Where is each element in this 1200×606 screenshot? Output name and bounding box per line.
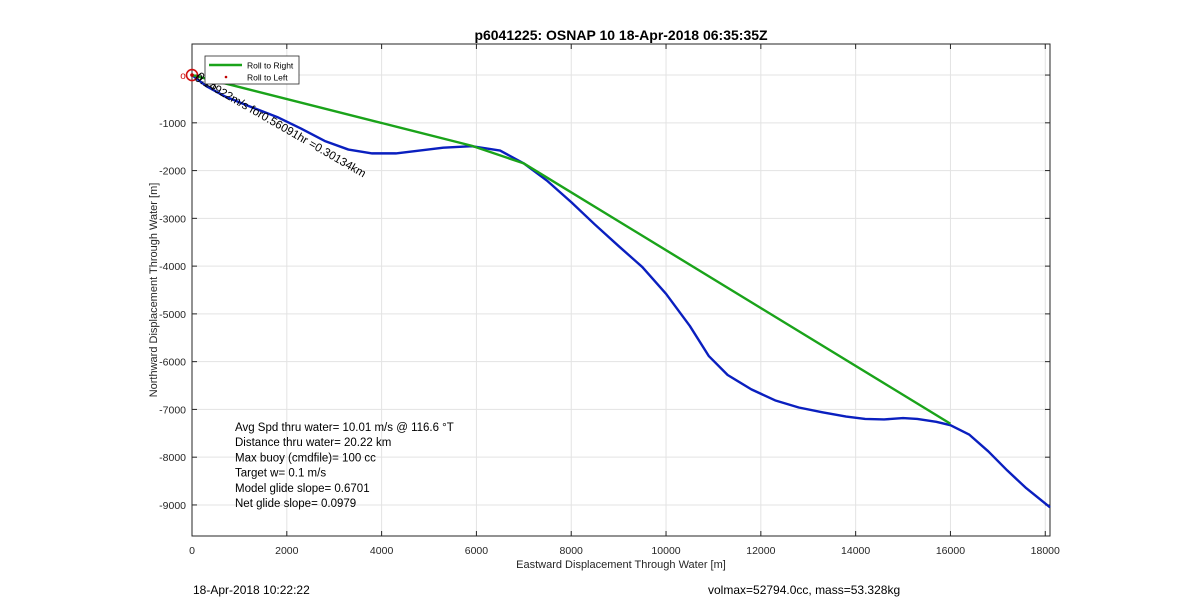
x-tick-label: 2000 xyxy=(275,545,299,557)
y-tick-label: -9000 xyxy=(159,500,186,512)
footer-volmax-mass: volmax=52794.0cc, mass=53.328kg xyxy=(708,583,901,597)
axis-ticks: 0 2000 4000 6000 8000 10000 12000 14000 16000 180… xyxy=(159,44,1060,557)
x-tick-label: 0 xyxy=(189,545,195,557)
y-tick-label: -7000 xyxy=(159,404,186,416)
y-axis-label: Northward Displacement Through Water [m] xyxy=(148,183,160,398)
y-tick-label: -5000 xyxy=(159,309,186,321)
track-line xyxy=(191,74,1051,509)
stats-line: Avg Spd thru water= 10.01 m/s @ 116.6 °T xyxy=(235,422,454,434)
x-axis-label: Eastward Displacement Through Water [m] xyxy=(516,559,726,571)
roll-left-point xyxy=(190,73,194,77)
x-tick-label: 6000 xyxy=(465,545,489,557)
glide-segment-label: 0.14922m/s for0.56091hr =0.30134km xyxy=(193,72,368,180)
x-tick-label: 18000 xyxy=(1031,545,1060,557)
x-tick-label: 10000 xyxy=(651,545,680,557)
y-tick-label: -2000 xyxy=(159,166,186,178)
stats-line: Target w= 0.1 m/s xyxy=(235,468,326,480)
stats-line: Max buoy (cmdfile)= 100 cc xyxy=(235,452,376,464)
x-tick-label: 16000 xyxy=(936,545,965,557)
legend-box xyxy=(204,55,300,85)
start-marker-glyph: o xyxy=(180,71,186,82)
chart-title: p6041225: OSNAP 10 18-Apr-2018 06:35:35Z xyxy=(474,27,768,43)
x-tick-label: 4000 xyxy=(370,545,394,557)
x-tick-label: 8000 xyxy=(560,545,584,557)
legend: Roll to Right Roll to Left xyxy=(204,55,300,85)
data-series xyxy=(190,73,1051,509)
legend-label-roll-left: Roll to Left xyxy=(247,73,288,83)
y-tick-label: -6000 xyxy=(159,357,186,369)
stats-line: Distance thru water= 20.22 km xyxy=(235,437,391,449)
y-tick-label: -8000 xyxy=(159,452,186,464)
stats-line: Net glide slope= 0.0979 xyxy=(235,498,356,510)
x-tick-label: 12000 xyxy=(746,545,775,557)
y-tick-label: -3000 xyxy=(159,213,186,225)
stats-line: Model glide slope= 0.6701 xyxy=(235,483,370,495)
legend-swatch-roll-left xyxy=(224,75,228,79)
y-tick-label: -4000 xyxy=(159,261,186,273)
footer-timestamp: 18-Apr-2018 10:22:22 xyxy=(193,583,310,597)
roll-right-line xyxy=(191,73,952,425)
start-marker-circle xyxy=(185,68,199,82)
grid-lines xyxy=(191,44,1050,536)
x-tick-label: 14000 xyxy=(841,545,870,557)
plot-area-frame xyxy=(191,43,1051,537)
y-tick-label: -1000 xyxy=(159,118,186,130)
legend-label-roll-right: Roll to Right xyxy=(247,61,294,71)
